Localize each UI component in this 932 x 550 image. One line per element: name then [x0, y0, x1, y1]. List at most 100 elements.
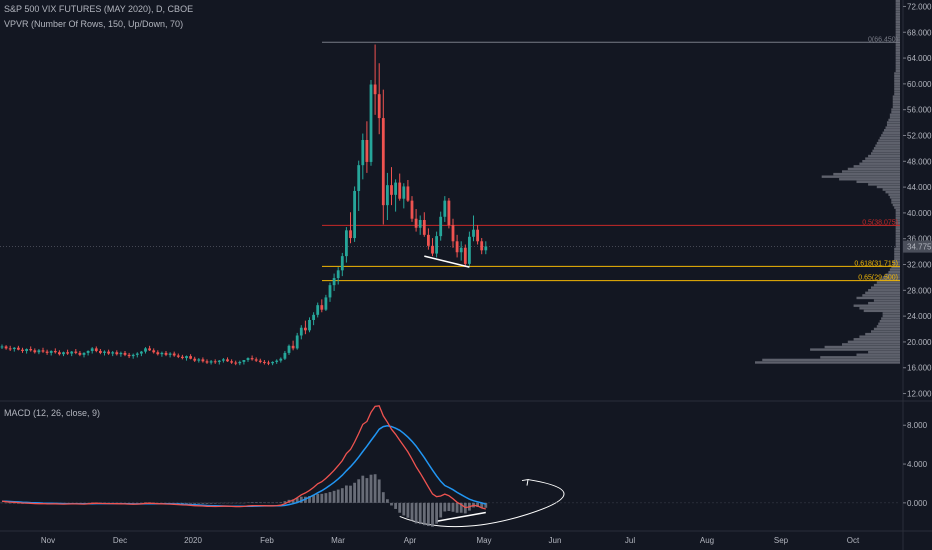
- candle-body: [115, 352, 119, 355]
- candle-body: [410, 200, 414, 219]
- macd-histogram-bar: [377, 479, 381, 503]
- volume-profile-bar: [886, 123, 900, 127]
- price-tick-label: 44.000: [907, 183, 932, 192]
- macd-histogram-bar: [250, 502, 254, 503]
- macd-histogram-bar: [299, 496, 303, 503]
- price-axis[interactable]: 72.000 68.000 64.000 60.000 56.000 52.000 48.0…: [903, 2, 932, 399]
- volume-profile-bar: [895, 227, 900, 230]
- candle-body: [291, 345, 295, 349]
- candle-body: [160, 352, 164, 355]
- volume-profile-bar: [878, 139, 900, 142]
- volume-profile-bar: [856, 353, 900, 356]
- candle-body: [406, 186, 410, 201]
- candle-body: [427, 234, 430, 246]
- volume-profile-bar: [895, 67, 900, 70]
- volume-profile-bar: [876, 185, 900, 189]
- macd-histogram-bar: [451, 502, 455, 512]
- time-tick-label: Jul: [625, 536, 635, 545]
- candle-body: [254, 359, 258, 361]
- level-label: 0.5(38.075): [862, 219, 898, 226]
- candle-body: [451, 225, 455, 242]
- time-axis[interactable]: Nov Dec 2020 Feb Mar Apr May Jun Jul Aug Sep Oct: [41, 536, 860, 545]
- candle-body: [283, 352, 287, 359]
- volume-profile-bar: [885, 273, 900, 276]
- macd-histogram-bar: [394, 502, 397, 509]
- volume-profile-bar: [895, 232, 900, 235]
- candle-body: [78, 352, 82, 355]
- vpvr-legend[interactable]: VPVR (Number Of Rows, 150, Up/Down, 70): [4, 19, 184, 29]
- candle-body: [357, 165, 361, 191]
- volume-profile-bar: [865, 291, 900, 294]
- macd-legend[interactable]: MACD (12, 26, close, 9): [4, 408, 101, 418]
- macd-histogram-bar: [8, 502, 12, 504]
- candle-body: [386, 185, 389, 206]
- symbol-legend[interactable]: S&P 500 VIX FUTURES (MAY 2020), D, CBOE: [4, 4, 194, 14]
- volume-profile-bar: [895, 20, 900, 24]
- candle-body: [472, 229, 475, 237]
- candle-body: [299, 327, 303, 336]
- volume-profile-bar: [892, 260, 900, 264]
- candle-body: [217, 360, 221, 362]
- macd-histogram-bar: [349, 485, 352, 503]
- macd-histogram-bar: [418, 502, 422, 525]
- candle-body: [340, 256, 344, 271]
- volume-profile-bar: [892, 105, 900, 109]
- candle-body: [70, 351, 74, 354]
- macd-histogram-bar: [406, 502, 410, 518]
- macd-histogram-bar: [209, 502, 213, 504]
- macd-pane: [0, 405, 900, 527]
- candle-body: [275, 360, 279, 362]
- candle-body: [480, 241, 484, 251]
- level-label: 0(66.450): [868, 36, 898, 43]
- volume-profile-bar: [868, 301, 900, 305]
- candle-body: [58, 352, 61, 355]
- candle-body: [316, 305, 320, 315]
- macd-histogram-bar: [365, 478, 369, 503]
- volume-profile: [755, 0, 900, 364]
- macd-histogram-bar: [402, 502, 406, 516]
- volume-profile-bar: [886, 121, 900, 124]
- candle-body: [398, 182, 402, 199]
- macd-histogram-bar: [332, 490, 336, 503]
- candle-body: [353, 190, 356, 239]
- macd-histogram-bar: [185, 502, 188, 504]
- volume-profile-bar: [895, 221, 900, 225]
- candle-body: [324, 297, 328, 310]
- candle-body: [156, 352, 160, 355]
- volume-profile-bar: [862, 294, 900, 297]
- candle-body: [463, 247, 467, 264]
- volume-profile-bar: [810, 348, 900, 351]
- volume-profile-bar: [878, 322, 900, 325]
- candle-body: [418, 220, 422, 228]
- candle-body: [99, 350, 102, 353]
- candle-body: [140, 351, 143, 354]
- volume-profile-bar: [888, 193, 900, 196]
- macd-tick-label: 8.000: [907, 421, 928, 430]
- volume-profile-bar: [868, 154, 900, 158]
- volume-profile-bar: [895, 219, 900, 222]
- macd-axis[interactable]: 8.000 4.000 0.000: [903, 421, 928, 508]
- volume-profile-bar: [881, 134, 900, 137]
- candle-body: [41, 350, 45, 352]
- candle-body: [443, 200, 447, 217]
- candle-body: [29, 349, 33, 351]
- candle-body: [295, 335, 299, 349]
- candle-body: [209, 361, 213, 363]
- candle-body: [49, 350, 53, 353]
- time-tick-label: Oct: [847, 536, 860, 545]
- macd-histogram-bar: [414, 502, 418, 524]
- candle-body: [53, 350, 57, 353]
- candle-body: [172, 353, 176, 356]
- macd-histogram-bar: [390, 502, 393, 506]
- volume-profile-bar: [894, 206, 900, 209]
- macd-histogram-bar: [316, 493, 320, 503]
- candle-body: [86, 350, 90, 353]
- volume-profile-bar: [820, 356, 900, 359]
- volume-profile-bar: [895, 214, 900, 217]
- volume-profile-bar: [868, 289, 900, 292]
- candle-body: [66, 352, 69, 354]
- candle-body: [308, 320, 311, 331]
- volume-profile-bar: [894, 77, 900, 80]
- volume-profile-bar: [895, 49, 900, 52]
